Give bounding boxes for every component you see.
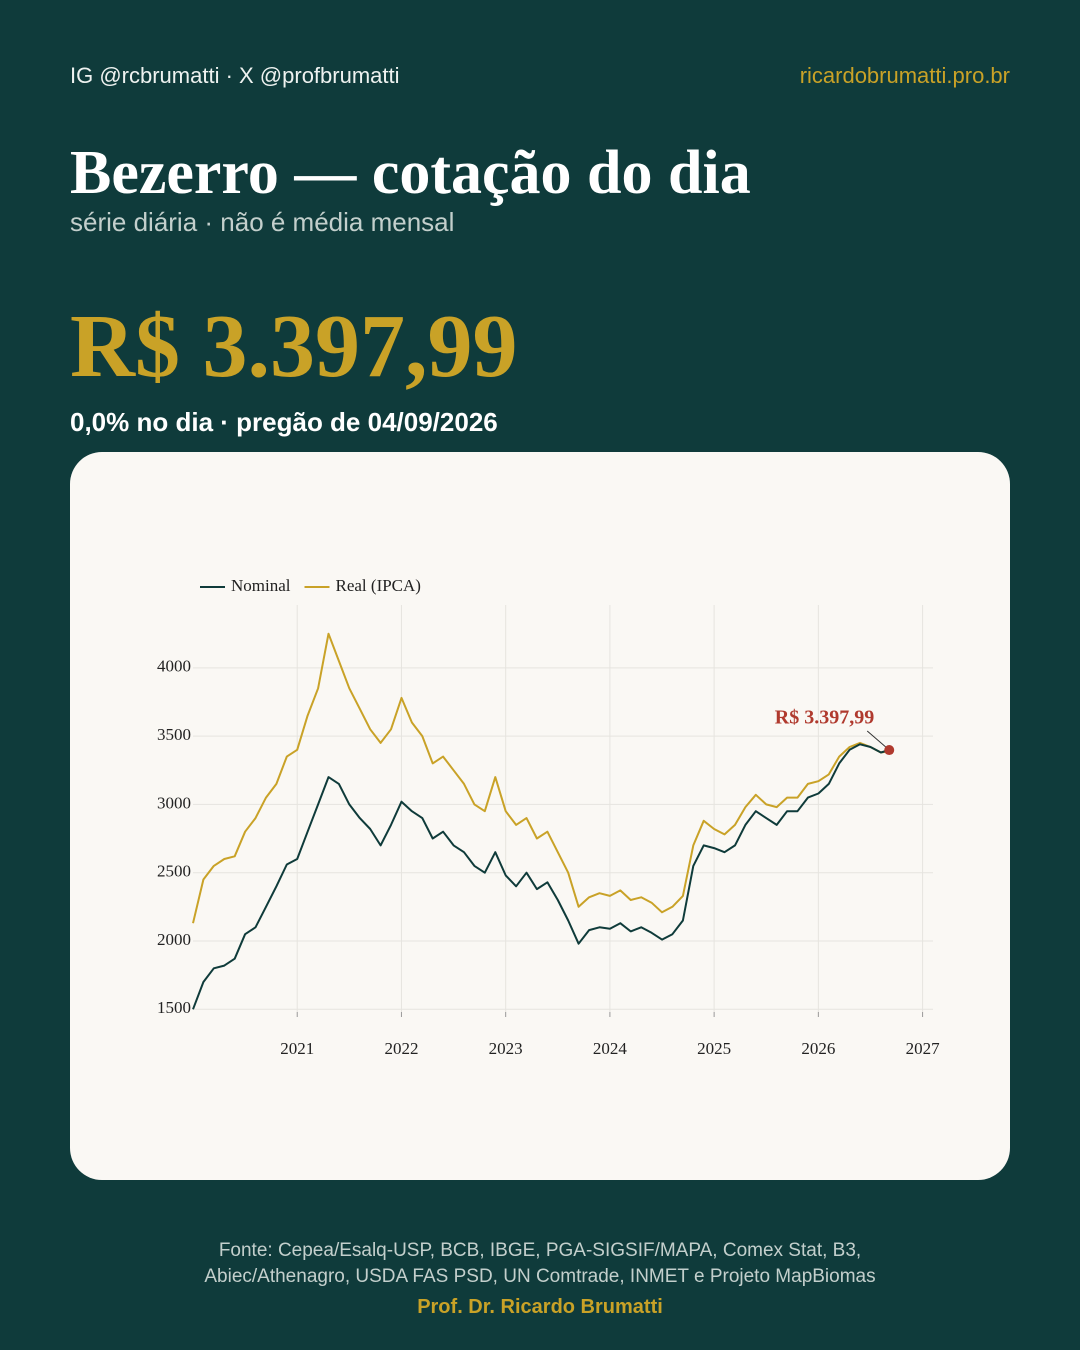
y-tick-label: 3500 [157,725,191,744]
annotation-dot [884,745,895,756]
y-tick-label: 2500 [157,862,191,881]
price: R$ 3.397,99 [70,297,518,396]
chart-card: 1500 2000 2500 3000 3500 4000 2021 2022 2023 2024… [70,452,1010,1180]
y-tick-label: 2000 [157,930,191,949]
handles: IG @rcbrumatti · X @profbrumatti [70,63,400,88]
y-tick-label: 3000 [157,793,191,812]
change: 0,0% no dia · pregão de 04/09/2026 [70,407,498,437]
legend-label: Nominal [231,576,291,595]
subtitle: série diária · não é média mensal [70,207,455,237]
x-tick-label: 2024 [593,1039,628,1058]
x-tick-label: 2027 [906,1039,941,1058]
title: Bezerro — cotação do dia [70,139,751,207]
legend-label: Real (IPCA) [336,576,421,595]
x-tick-label: 2025 [697,1039,731,1058]
x-tick-label: 2021 [280,1039,314,1058]
author: Prof. Dr. Ricardo Brumatti [417,1296,663,1318]
annotation-label: R$ 3.397,99 [775,707,874,729]
chart: 1500 2000 2500 3000 3500 4000 2021 2022 2023 2024… [157,576,941,1058]
y-tick-label: 1500 [157,998,191,1017]
series-line [192,632,890,924]
site-link[interactable]: ricardobrumatti.pro.br [799,63,1010,88]
y-tick-label: 4000 [157,657,191,676]
x-tick-label: 2023 [489,1039,523,1058]
x-tick-label: 2022 [384,1039,418,1058]
source: Fonte: Cepea/Esalq-USP, BCB, IBGE, PGA-S… [204,1240,876,1287]
x-tick-label: 2026 [801,1039,835,1058]
series-line [192,743,890,1010]
